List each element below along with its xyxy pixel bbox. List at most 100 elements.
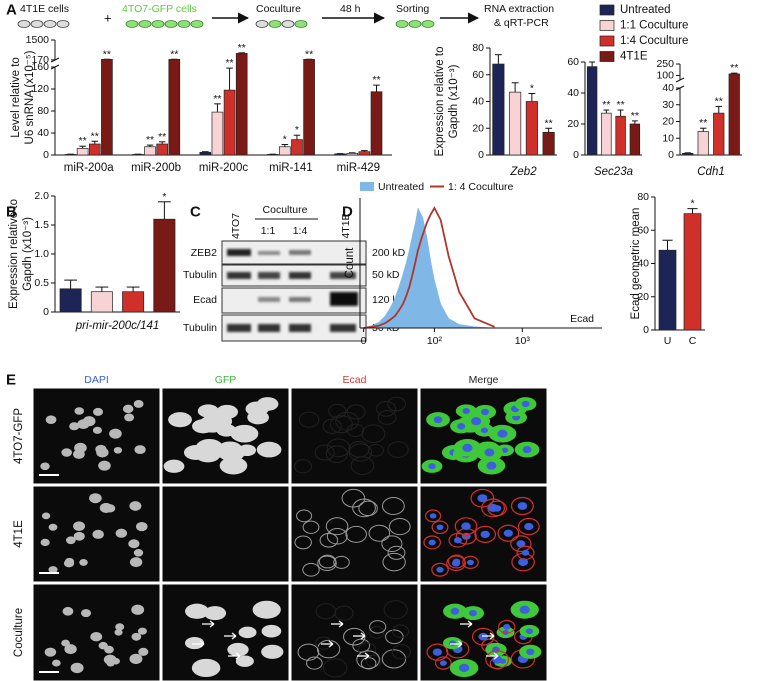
nucleus [92, 529, 104, 539]
workflow-text: & qRT-PCR [494, 17, 549, 29]
significance: ** [79, 135, 87, 147]
significance: ** [158, 131, 166, 143]
cell-outline [296, 509, 313, 523]
nucleus [450, 607, 460, 615]
bar [291, 139, 303, 156]
y-axis-label: U6 snRNA (x10⁻⁵) [24, 50, 36, 144]
nucleus [433, 416, 443, 424]
y-tick-label: 40 [662, 82, 674, 94]
nucleus [89, 493, 102, 504]
workflow-text: 4TO7-GFP cells [122, 3, 197, 15]
bar [153, 218, 176, 313]
cell-outline [426, 643, 449, 661]
workflow-text: Coculture [256, 3, 301, 15]
cell-outline [377, 410, 397, 425]
cell-outline [369, 620, 387, 634]
x-tick-label: 10³ [515, 335, 531, 347]
nucleus [486, 461, 497, 470]
y-axis-label: Expression relative to [434, 47, 446, 157]
bar [346, 153, 359, 156]
nucleus [467, 559, 474, 566]
line [363, 206, 495, 329]
significance: ** [545, 117, 553, 129]
y-axis-label: Gapdh (x10⁻³) [22, 217, 34, 291]
bar [132, 154, 144, 156]
panel-label: A [6, 2, 17, 19]
nucleus [129, 653, 143, 665]
nucleus [44, 647, 57, 657]
cell-icon [395, 20, 435, 28]
nucleus [62, 606, 74, 616]
arrow [486, 652, 499, 660]
significance: ** [91, 130, 99, 142]
column-header: GFP [215, 374, 237, 386]
bar [211, 111, 224, 156]
cell-outline [448, 532, 468, 548]
y-tick-label: 1.5 [34, 219, 49, 231]
cell [185, 637, 205, 650]
area [363, 207, 495, 329]
nucleus [439, 660, 447, 666]
nucleus [503, 623, 511, 630]
y-tick-label: 20 [567, 118, 579, 130]
y-tick-label: 1.0 [34, 248, 49, 260]
row-label: Coculture [13, 608, 25, 657]
cell [192, 419, 215, 434]
nucleus [73, 531, 85, 541]
nucleus [436, 524, 444, 531]
cell-outline [302, 520, 320, 534]
y-tick-label: 1500 [26, 34, 50, 46]
workflow-text: RNA extraction [484, 3, 554, 15]
cell-outline [447, 554, 466, 569]
nucleus [74, 442, 87, 453]
nucleus [81, 609, 92, 618]
nucleus [471, 417, 482, 426]
y-tick-label: 60 [472, 69, 484, 81]
nucleus [436, 566, 444, 573]
bar [713, 112, 725, 156]
blot-size-label: 50 kD [372, 269, 400, 281]
bar [168, 59, 181, 156]
arrow [450, 640, 463, 648]
cell-outline [387, 396, 406, 412]
nucleus [48, 566, 58, 574]
y-axis-label: Ecad geometric mean [630, 208, 642, 320]
cell [256, 441, 282, 458]
panel-label: B [6, 204, 17, 221]
cell-outline [317, 555, 337, 571]
nucleus [129, 557, 143, 568]
lane-label: 1:4 [293, 225, 308, 237]
y-tick-label: 20 [637, 291, 649, 303]
nucleus [477, 494, 488, 503]
bar [658, 249, 677, 331]
y-tick-label: 60 [637, 224, 649, 236]
cell-outline [383, 600, 408, 620]
cell [261, 624, 282, 638]
cell-outline [346, 404, 366, 420]
nucleus [134, 445, 146, 455]
nucleus [41, 512, 51, 520]
column-header: Ecad [343, 374, 367, 386]
nucleus [52, 659, 61, 667]
blot-row-label: Tubulin [183, 322, 217, 334]
nucleus [128, 539, 140, 549]
bar [615, 115, 626, 156]
bar [122, 291, 145, 313]
cell-outline [298, 411, 320, 428]
legend-swatch [360, 182, 374, 191]
cell-outline [510, 535, 532, 553]
nucleus [462, 407, 471, 415]
nucleus [521, 400, 530, 408]
nucleus [478, 632, 488, 641]
lane-label: 4TO7 [230, 213, 242, 239]
nucleus [40, 538, 50, 547]
cell [256, 397, 279, 411]
y-tick-label: 120 [31, 83, 49, 95]
nucleus [432, 648, 442, 656]
cell-outline [391, 644, 411, 660]
nucleus [452, 558, 461, 565]
cell-icon [255, 20, 308, 28]
bar [542, 131, 555, 156]
cell-outline [510, 496, 534, 516]
